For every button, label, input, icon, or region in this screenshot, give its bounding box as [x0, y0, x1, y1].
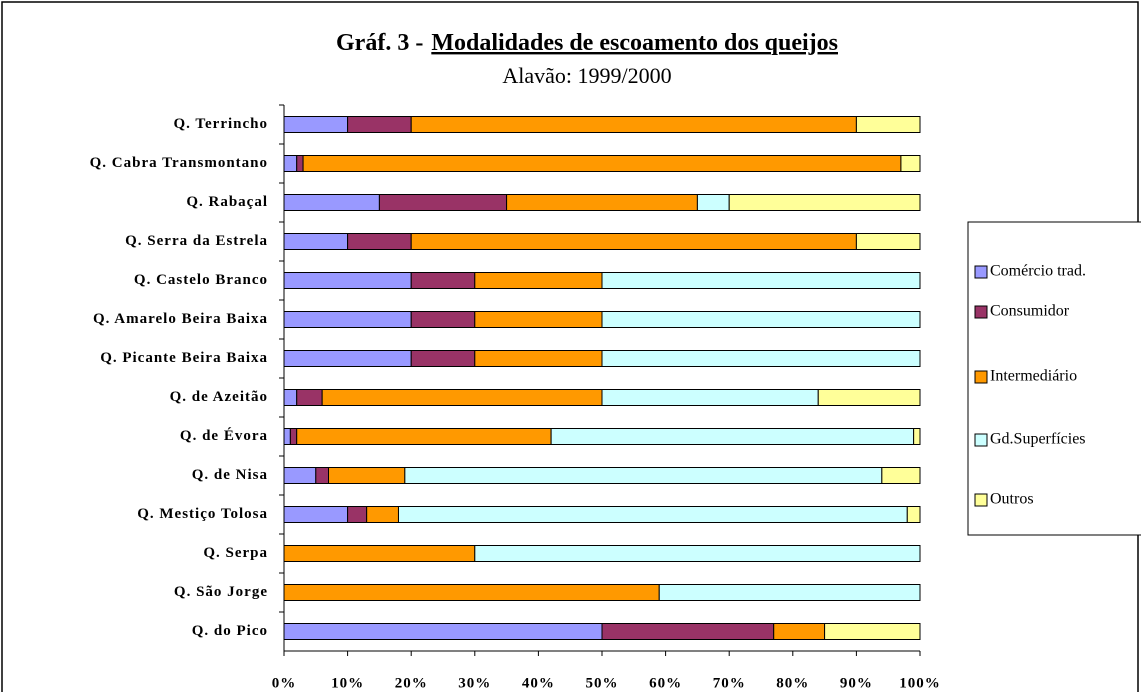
x-tick-label: 60%	[649, 675, 682, 691]
bar-segment	[658, 584, 921, 601]
bar-segment	[601, 311, 921, 328]
bar-segment	[696, 194, 730, 211]
legend-swatch	[974, 265, 988, 279]
bar-segment	[601, 350, 921, 367]
bar-segment	[474, 350, 603, 367]
bar-segment	[397, 506, 908, 523]
chart-title: Gráf. 3 - Modalidades de escoamento dos q…	[336, 30, 838, 56]
bar-segment	[906, 506, 921, 523]
y-tick-label: Q. São Jorge	[174, 584, 268, 600]
bar-segment	[601, 389, 819, 406]
bar-segment	[474, 545, 921, 562]
x-tick-label: 90%	[840, 675, 873, 691]
bar-segment	[315, 467, 330, 484]
bar-segment	[855, 116, 921, 133]
y-tick-label: Q. de Nisa	[192, 467, 268, 483]
y-tick-label: Q. de Azeitão	[170, 389, 268, 405]
bar-segment	[283, 155, 298, 172]
y-tick-label: Q. Cabra Transmontano	[90, 155, 268, 171]
bar-segment	[601, 272, 921, 289]
y-tick-label: Q. Picante Beira Baixa	[100, 350, 268, 366]
y-tick-label: Q. Serpa	[203, 545, 268, 561]
bar-segment	[283, 350, 412, 367]
bar-segment	[506, 194, 698, 211]
legend-swatch	[974, 305, 988, 319]
x-tick-label: 70%	[713, 675, 746, 691]
legend-label: Consumidor	[990, 303, 1070, 320]
bar-segment	[283, 623, 603, 640]
bar-segment	[283, 194, 380, 211]
bar-segment	[410, 233, 857, 250]
bar-segment	[283, 116, 349, 133]
legend-swatch	[974, 493, 988, 507]
x-tick-label: 80%	[776, 675, 809, 691]
x-tick-label: 0%	[272, 675, 297, 691]
bar-segment	[773, 623, 826, 640]
x-tick-label: 10%	[331, 675, 364, 691]
bar-segment	[378, 194, 508, 211]
bar-segment	[404, 467, 883, 484]
title-prefix: Gráf. 3 -	[336, 30, 423, 56]
bar-segment	[289, 428, 298, 445]
bar-segment	[474, 272, 603, 289]
x-tick-label: 100%	[899, 675, 941, 691]
bar-segment	[366, 506, 399, 523]
x-tick-label: 50%	[586, 675, 619, 691]
legend-swatch	[974, 370, 988, 384]
bar-segment	[347, 116, 412, 133]
bar-segment	[817, 389, 921, 406]
legend-label: Intermediário	[990, 368, 1077, 385]
bar-segment	[283, 467, 317, 484]
bar-segment	[328, 467, 406, 484]
bar-segment	[881, 467, 921, 484]
title-main: Modalidades de escoamento dos queijos	[431, 30, 838, 56]
bar-segment	[296, 428, 552, 445]
bar-segment	[410, 272, 476, 289]
legend-box	[967, 221, 1141, 536]
x-tick-label: 40%	[522, 675, 555, 691]
y-tick-label: Q. Serra da Estrela	[125, 233, 268, 249]
bar-segment	[728, 194, 921, 211]
legend-label: Gd.Superfícies	[990, 431, 1086, 448]
bar-segment	[302, 155, 902, 172]
bar-segment	[283, 545, 476, 562]
y-tick-label: Q. Rabaçal	[186, 194, 268, 210]
bar-segment	[321, 389, 603, 406]
x-tick-label: 30%	[458, 675, 491, 691]
legend-label: Comércio trad.	[990, 263, 1086, 280]
bar-segment	[283, 311, 412, 328]
bar-segment	[347, 506, 368, 523]
bar-segment	[410, 311, 476, 328]
y-tick-label: Q. Castelo Branco	[134, 272, 268, 288]
y-tick-label: Q. Amarelo Beira Baixa	[93, 311, 268, 327]
bar-segment	[824, 623, 921, 640]
legend-label: Outros	[990, 491, 1034, 508]
y-tick-label: Q. do Pico	[192, 623, 268, 639]
bar-segment	[283, 428, 291, 445]
bar-segment	[855, 233, 921, 250]
bar-segment	[296, 389, 323, 406]
bar-segment	[474, 311, 603, 328]
bar-segment	[550, 428, 915, 445]
legend-swatch	[974, 433, 988, 447]
bar-segment	[283, 389, 298, 406]
bar-segment	[283, 584, 660, 601]
y-tick-label: Q. Mestiço Tolosa	[137, 506, 268, 522]
bar-segment	[283, 233, 349, 250]
y-tick-label: Q. de Évora	[180, 427, 268, 444]
chart-subtitle: Alavão: 1999/2000	[502, 63, 671, 88]
bar-segment	[601, 623, 775, 640]
x-tick-label: 20%	[395, 675, 428, 691]
bar-segment	[913, 428, 921, 445]
bar-segment	[410, 116, 857, 133]
bar-segment	[347, 233, 412, 250]
bar-segment	[283, 506, 349, 523]
y-tick-label: Q. Terrincho	[173, 116, 268, 132]
bar-segment	[410, 350, 476, 367]
bar-segment	[900, 155, 921, 172]
bar-segment	[283, 272, 412, 289]
bar-segment	[296, 155, 304, 172]
